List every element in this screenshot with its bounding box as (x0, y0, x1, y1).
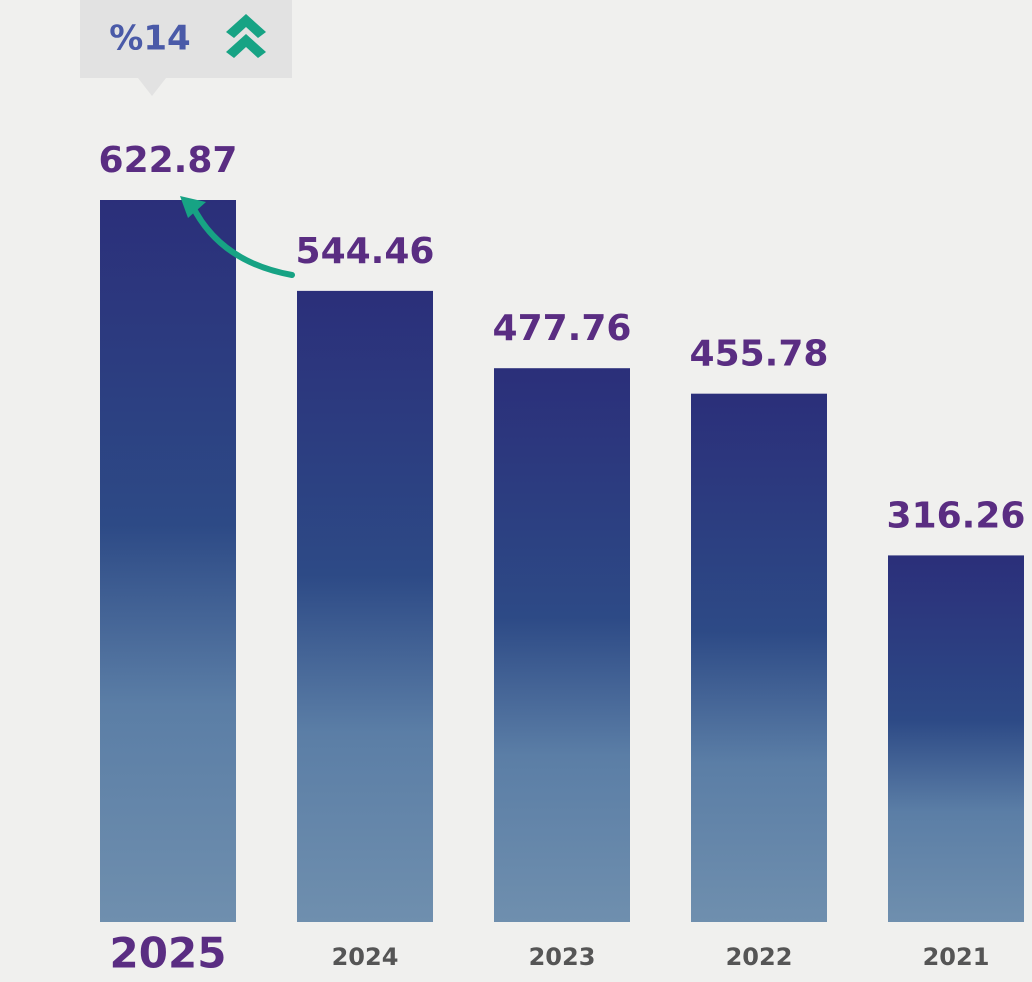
chevron-icon (226, 14, 266, 58)
value-label: 544.46 (296, 231, 435, 272)
x-tick-label: 2025 (110, 929, 227, 978)
x-tick-label: 2023 (529, 943, 596, 971)
badge-text: %14 (109, 19, 190, 59)
badge-box (80, 0, 292, 78)
bar (100, 200, 236, 922)
bar (888, 555, 1024, 922)
value-label: 622.87 (99, 140, 238, 181)
x-tick-label: 2024 (332, 943, 399, 971)
value-label: 455.78 (690, 334, 829, 375)
badge-pointer (138, 78, 166, 96)
growth-arrow (189, 202, 295, 278)
bar (691, 393, 827, 922)
x-tick-label: 2021 (923, 943, 990, 971)
bars (100, 200, 1024, 922)
badge: %14 (80, 0, 292, 96)
value-label: 477.76 (493, 308, 632, 349)
growth-arrowhead (180, 196, 206, 218)
value-label: 316.26 (887, 495, 1026, 536)
bar (297, 290, 433, 922)
x-tick-label: 2022 (726, 943, 793, 971)
bar (494, 368, 630, 922)
